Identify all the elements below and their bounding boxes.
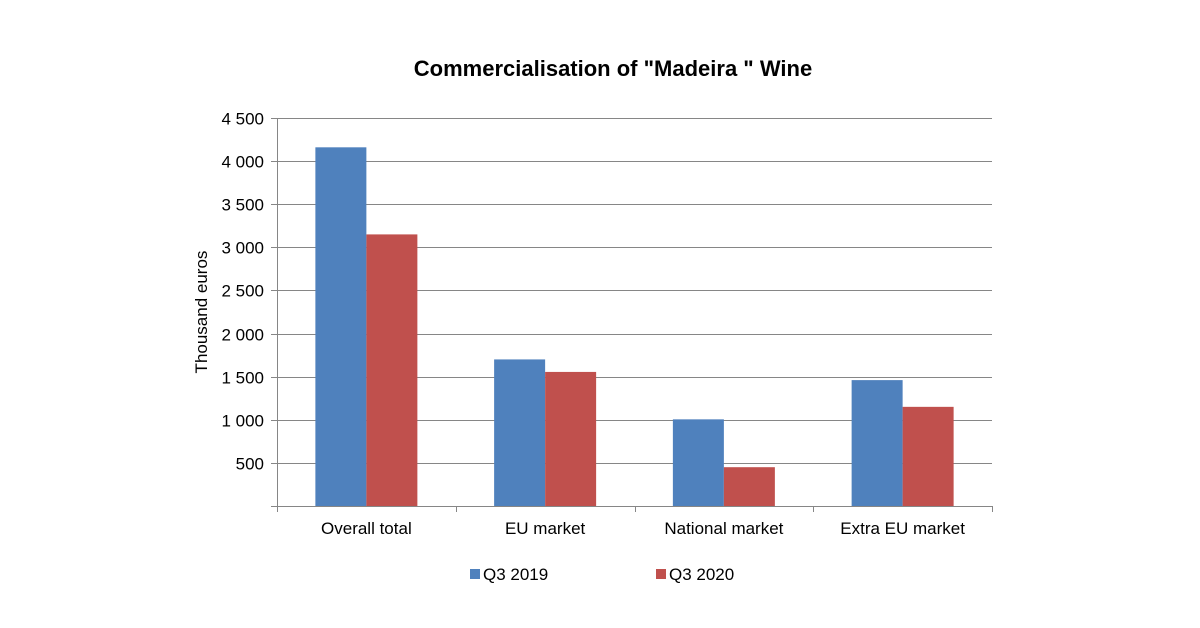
bar-q3-2020-3 (902, 406, 954, 506)
x-tick-label: Overall total (321, 519, 412, 538)
y-tick-label: 3 500 (221, 196, 264, 215)
legend-swatch-0 (470, 569, 480, 579)
legend: Q3 2019 Q3 2020 (470, 565, 734, 584)
y-tick-label: 500 (236, 455, 264, 474)
bar-q3-2019-0 (315, 147, 367, 506)
legend-swatch-1 (656, 569, 666, 579)
bar-q3-2020-0 (366, 234, 418, 506)
bars (315, 147, 954, 506)
x-tick-label: Extra EU market (840, 519, 965, 538)
y-tick-label: 4 500 (221, 110, 264, 129)
bar-q3-2020-1 (545, 371, 597, 506)
bar-q3-2020-2 (723, 467, 775, 506)
y-axis-label: Thousand euros (192, 251, 211, 374)
legend-label-0: Q3 2019 (483, 565, 548, 584)
y-tick-label: 2 000 (221, 326, 264, 345)
y-axis-tick-labels: 500 1 000 1 500 2 000 2 500 3 000 3 500 4 000 4 … (221, 110, 264, 474)
axes (271, 118, 993, 512)
y-tick-label: 1 500 (221, 369, 264, 388)
x-axis-tick-labels: Overall total EU market National market Ext… (321, 519, 965, 538)
x-tick-label: National market (664, 519, 783, 538)
y-tick-label: 1 000 (221, 412, 264, 431)
chart-title: Commercialisation of "Madeira " Wine (414, 56, 812, 81)
bar-q3-2019-2 (672, 419, 724, 506)
y-tick-label: 4 000 (221, 153, 264, 172)
bar-q3-2019-1 (494, 359, 546, 506)
legend-label-1: Q3 2020 (669, 565, 734, 584)
bar-q3-2019-3 (851, 380, 903, 506)
x-tick-label: EU market (505, 519, 586, 538)
y-tick-label: 3 000 (221, 239, 264, 258)
y-tick-label: 2 500 (221, 282, 264, 301)
